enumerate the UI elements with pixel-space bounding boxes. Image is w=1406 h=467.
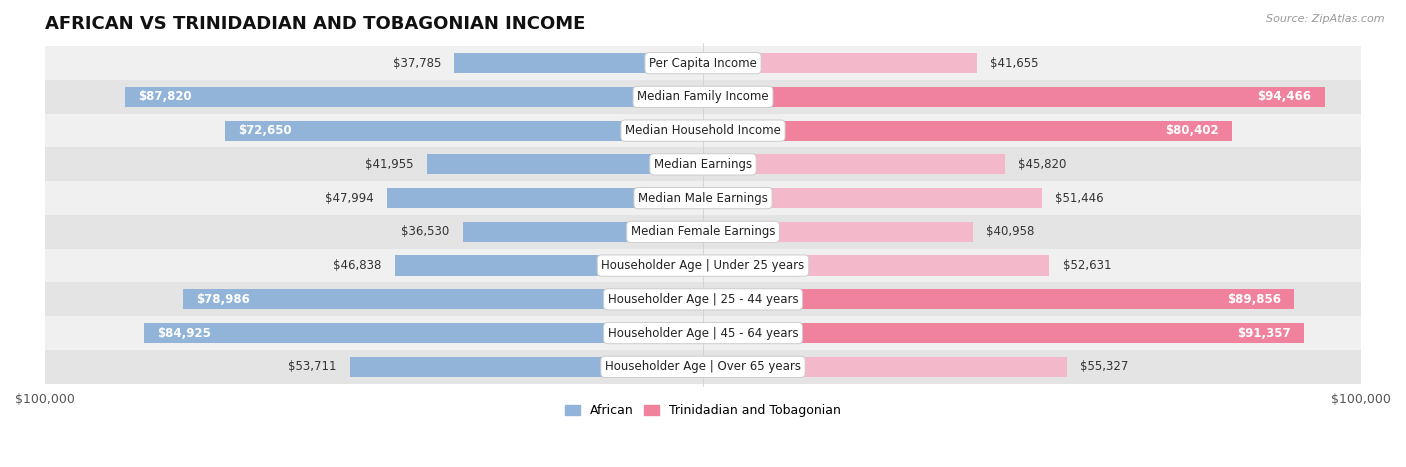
Bar: [454, 53, 703, 73]
Bar: [45, 249, 1361, 283]
Bar: [45, 80, 1361, 114]
Text: $80,402: $80,402: [1166, 124, 1219, 137]
Bar: [183, 289, 703, 310]
Bar: [463, 222, 703, 242]
Bar: [350, 357, 703, 377]
Text: AFRICAN VS TRINIDADIAN AND TOBAGONIAN INCOME: AFRICAN VS TRINIDADIAN AND TOBAGONIAN IN…: [45, 15, 585, 33]
Text: $37,785: $37,785: [392, 57, 441, 70]
Text: $78,986: $78,986: [197, 293, 250, 306]
Bar: [45, 215, 1361, 249]
Text: Householder Age | Under 25 years: Householder Age | Under 25 years: [602, 259, 804, 272]
Text: $87,820: $87,820: [138, 91, 191, 103]
Text: $47,994: $47,994: [325, 191, 374, 205]
Text: $41,955: $41,955: [366, 158, 413, 171]
Text: $94,466: $94,466: [1257, 91, 1312, 103]
Bar: [703, 255, 1049, 276]
Bar: [225, 120, 703, 141]
Text: $36,530: $36,530: [401, 226, 450, 238]
Bar: [703, 323, 1305, 343]
Text: $53,711: $53,711: [288, 361, 336, 373]
Bar: [703, 120, 1232, 141]
Text: Median Earnings: Median Earnings: [654, 158, 752, 171]
Legend: African, Trinidadian and Tobagonian: African, Trinidadian and Tobagonian: [560, 399, 846, 422]
Text: Median Household Income: Median Household Income: [626, 124, 780, 137]
Text: Householder Age | 25 - 44 years: Householder Age | 25 - 44 years: [607, 293, 799, 306]
Text: $89,856: $89,856: [1227, 293, 1281, 306]
Bar: [45, 114, 1361, 148]
Text: $41,655: $41,655: [990, 57, 1039, 70]
Bar: [703, 154, 1004, 175]
Text: $72,650: $72,650: [238, 124, 291, 137]
Bar: [45, 350, 1361, 384]
Bar: [45, 181, 1361, 215]
Bar: [45, 46, 1361, 80]
Text: Per Capita Income: Per Capita Income: [650, 57, 756, 70]
Bar: [125, 87, 703, 107]
Text: $51,446: $51,446: [1054, 191, 1104, 205]
Text: Source: ZipAtlas.com: Source: ZipAtlas.com: [1267, 14, 1385, 24]
Text: $91,357: $91,357: [1237, 326, 1291, 340]
Bar: [45, 148, 1361, 181]
Text: Householder Age | 45 - 64 years: Householder Age | 45 - 64 years: [607, 326, 799, 340]
Bar: [387, 188, 703, 208]
Bar: [45, 283, 1361, 316]
Text: Householder Age | Over 65 years: Householder Age | Over 65 years: [605, 361, 801, 373]
Text: Median Male Earnings: Median Male Earnings: [638, 191, 768, 205]
Bar: [703, 222, 973, 242]
Bar: [703, 87, 1324, 107]
Bar: [703, 53, 977, 73]
Text: $52,631: $52,631: [1063, 259, 1111, 272]
Bar: [703, 188, 1042, 208]
Bar: [145, 323, 703, 343]
Text: Median Family Income: Median Family Income: [637, 91, 769, 103]
Bar: [395, 255, 703, 276]
Bar: [703, 357, 1067, 377]
Text: Median Female Earnings: Median Female Earnings: [631, 226, 775, 238]
Text: $55,327: $55,327: [1080, 361, 1129, 373]
Bar: [703, 289, 1295, 310]
Text: $40,958: $40,958: [986, 226, 1033, 238]
Text: $84,925: $84,925: [157, 326, 211, 340]
Bar: [427, 154, 703, 175]
Bar: [45, 316, 1361, 350]
Text: $46,838: $46,838: [333, 259, 381, 272]
Text: $45,820: $45,820: [1018, 158, 1066, 171]
